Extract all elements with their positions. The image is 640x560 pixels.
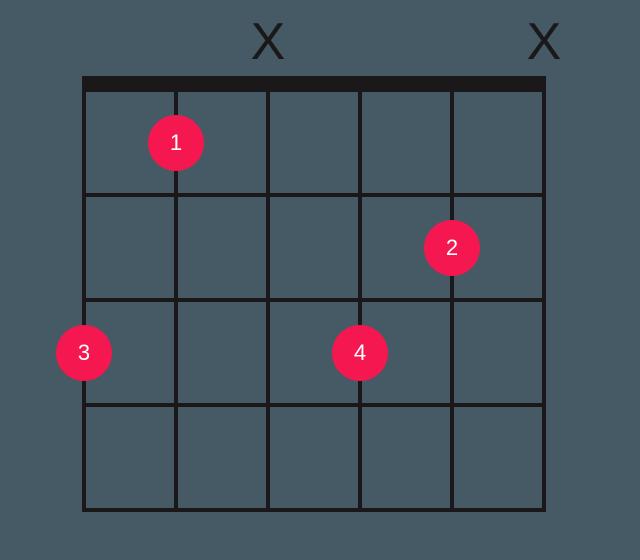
finger-label: 1: [170, 130, 182, 156]
fret-line: [82, 193, 546, 197]
fret-line: [82, 88, 546, 92]
mute-marker: X: [527, 16, 562, 68]
finger-label: 2: [446, 235, 458, 261]
finger-label: 4: [354, 340, 366, 366]
mute-marker: X: [251, 16, 286, 68]
finger-dot: 2: [424, 220, 480, 276]
fret-line: [82, 298, 546, 302]
finger-dot: 4: [332, 325, 388, 381]
finger-dot: 3: [56, 325, 112, 381]
fret-line: [82, 508, 546, 512]
fret-line: [82, 403, 546, 407]
finger-dot: 1: [148, 115, 204, 171]
finger-label: 3: [78, 340, 90, 366]
